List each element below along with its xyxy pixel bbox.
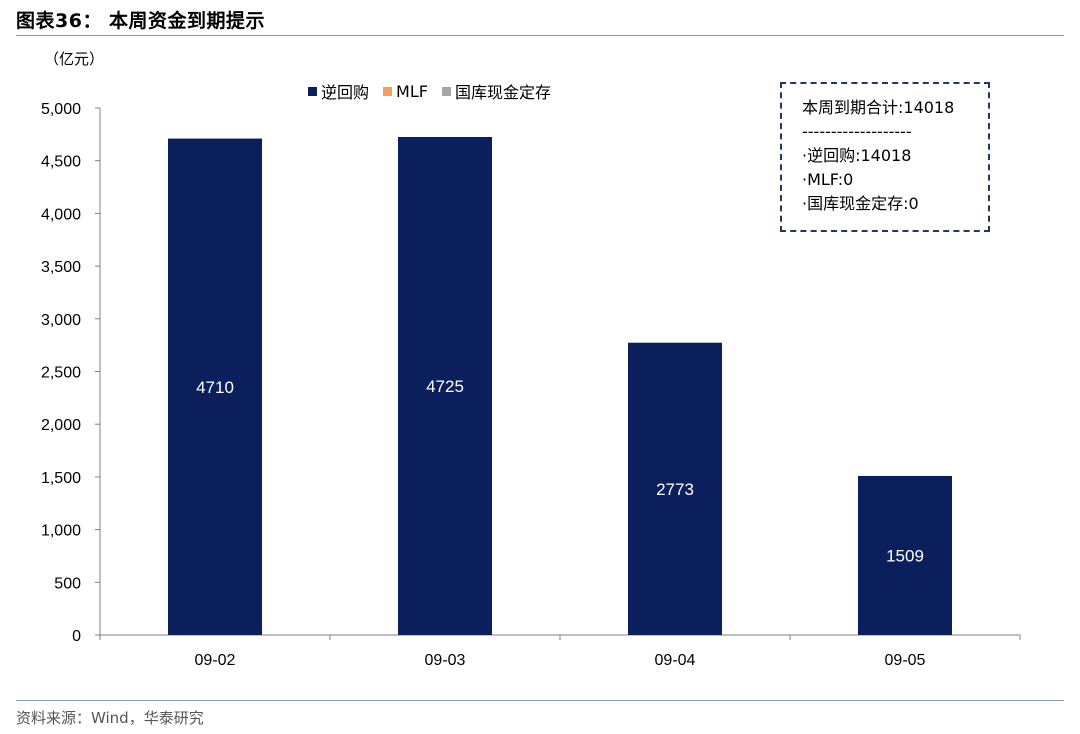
x-tick-label: 09-04: [655, 652, 696, 669]
y-tick-label: 4,000: [41, 206, 81, 223]
summary-total: 本周到期合计:14018: [802, 98, 955, 117]
bar-data-label: 2773: [656, 480, 694, 499]
bar-data-label: 1509: [886, 546, 924, 565]
legend-swatch-mlf: [383, 86, 393, 96]
y-tick-label: 2,500: [41, 365, 81, 382]
y-tick-label: 3,000: [41, 312, 81, 329]
bar-data-label: 4725: [426, 377, 464, 396]
legend-swatch-reverse-repo: [308, 86, 317, 96]
y-tick-label: 4,500: [41, 154, 81, 171]
y-axis-unit: （亿元）: [44, 50, 105, 68]
legend-item-reverse-repo: 逆回购: [308, 79, 369, 103]
legend-label-treasury-deposit: 国库现金定存: [454, 83, 551, 102]
maturity-summary-box: 本周到期合计:14018 ------------------- ·逆回购:14…: [780, 82, 990, 232]
summary-treasury-deposit: ·国库现金定存:0: [802, 194, 919, 213]
bar: [858, 475, 952, 635]
chart-legend: 逆回购 MLF 国库现金定存: [308, 79, 551, 103]
x-tick-label: 09-05: [885, 652, 926, 669]
x-tick-label: 09-03: [425, 652, 466, 669]
y-tick-label: 1,500: [41, 470, 81, 487]
bar-data-label: 4710: [196, 378, 234, 397]
bar: [168, 138, 262, 636]
figure-title: 图表36： 本周资金到期提示: [16, 10, 266, 32]
source-note: 资料来源：Wind，华泰研究: [16, 709, 204, 727]
summary-divider: -------------------: [802, 122, 912, 141]
y-tick-label: 0: [72, 628, 81, 645]
title-divider: [16, 35, 1064, 36]
y-tick-label: 5,000: [41, 101, 81, 118]
bar: [398, 136, 492, 636]
footer-divider: [16, 700, 1064, 701]
legend-swatch-treasury-deposit: [441, 86, 451, 96]
legend-label-mlf: MLF: [396, 81, 428, 101]
summary-reverse-repo: ·逆回购:14018: [802, 146, 912, 165]
legend-item-mlf: MLF: [383, 79, 428, 103]
y-tick-label: 3,500: [41, 259, 81, 276]
y-tick-label: 1,000: [41, 523, 81, 540]
y-tick-label: 2,000: [41, 417, 81, 434]
summary-mlf: ·MLF:0: [802, 170, 854, 189]
legend-label-reverse-repo: 逆回购: [321, 83, 370, 102]
bar: [628, 342, 722, 635]
legend-item-treasury-deposit: 国库现金定存: [441, 79, 551, 103]
y-tick-label: 500: [54, 575, 81, 592]
x-tick-label: 09-02: [195, 652, 236, 669]
